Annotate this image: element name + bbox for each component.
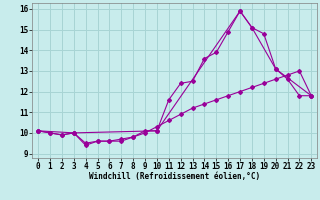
X-axis label: Windchill (Refroidissement éolien,°C): Windchill (Refroidissement éolien,°C) bbox=[89, 172, 260, 181]
